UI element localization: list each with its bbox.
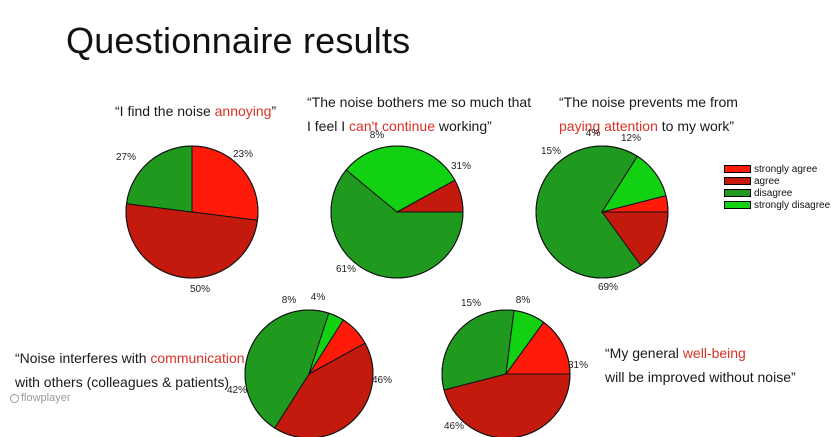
pie-label: 4% [586, 128, 601, 139]
caption-annoying: “I find the noise annoying” [115, 99, 276, 123]
pie-outline [125, 145, 259, 279]
pie-label: 46% [444, 421, 464, 432]
pie-label: 8% [370, 130, 385, 141]
caption-highlight: well-being [682, 345, 746, 361]
pie-label: 61% [336, 264, 356, 275]
caption-line: I feel I can't continue working” [307, 114, 531, 138]
legend-swatch [724, 201, 751, 209]
caption-cant-continue: “The noise bothers me so much that I fee… [307, 90, 531, 138]
legend-label: disagree [754, 187, 793, 199]
legend-label: strongly disagree [754, 199, 831, 211]
pie-label: 8% [516, 295, 531, 306]
flowplayer-watermark: flowplayer [10, 392, 71, 404]
pie-outline [535, 145, 669, 279]
watermark-text: flowplayer [21, 392, 71, 404]
caption-line: will be improved without noise” [605, 369, 796, 385]
legend-swatch [724, 165, 751, 173]
legend-item: strongly agree [724, 163, 830, 175]
pie-label: 31% [451, 161, 471, 172]
pie-chart-2: 8% 61% 31% [330, 130, 471, 279]
pie-slice-disagree [125, 145, 193, 213]
caption-attention: “The noise prevents me from paying atten… [559, 90, 738, 138]
pie-label: 42% [227, 385, 247, 396]
flowplayer-logo-icon [10, 393, 19, 403]
caption-communication: “Noise interferes with communication wit… [15, 346, 245, 394]
pie-label: 15% [541, 146, 561, 157]
slide-title: Questionnaire results [66, 20, 411, 61]
legend-label: strongly agree [754, 163, 818, 175]
pie-label: 31% [568, 360, 588, 371]
caption-line: with others (colleagues & patients) [15, 374, 229, 390]
caption-text: “Noise interferes with [15, 350, 151, 366]
pie-label: 23% [233, 149, 253, 160]
caption-text: “I find the noise [115, 103, 215, 119]
legend: strongly agree agree disagree strongly disa… [724, 163, 830, 211]
caption-text: I feel I [307, 118, 350, 134]
caption-line: “The noise prevents me from [559, 94, 738, 110]
caption-highlight: paying attention [559, 118, 658, 134]
pie-label: 27% [116, 152, 136, 163]
legend-label: agree [754, 175, 780, 187]
legend-item: agree [724, 175, 830, 187]
pie-outline [441, 309, 571, 437]
caption-line: “Noise interferes with communication [15, 346, 245, 370]
caption-text: working” [435, 118, 492, 134]
caption-highlight: communication [150, 350, 245, 366]
pie-chart-1: 27% 50% 23% [116, 145, 259, 295]
caption-text: “My general [605, 345, 683, 361]
pie-chart-3: 4% 15% 69% 12% [535, 128, 669, 293]
pie-outline [244, 309, 374, 437]
caption-text: to my work” [657, 118, 735, 134]
caption-line: “My general well-being [605, 341, 796, 365]
pie-label: 12% [621, 133, 641, 144]
pie-label: 4% [311, 292, 326, 303]
caption-well-being: “My general well-being will be improved … [605, 341, 796, 389]
pie-label: 8% [282, 295, 297, 306]
legend-item: strongly disagree [724, 199, 830, 211]
pie-outline [330, 145, 464, 279]
pie-label: 46% [372, 375, 392, 386]
caption-highlight: annoying [214, 103, 272, 119]
caption-highlight: can't continue [349, 118, 435, 134]
legend-swatch [724, 177, 751, 185]
caption-line: “The noise bothers me so much that [307, 94, 532, 110]
legend-item: disagree [724, 187, 830, 199]
caption-text: ” [271, 103, 277, 119]
legend-swatch [724, 189, 751, 197]
pie-chart-5: 15% 46% 31% 8% [441, 295, 588, 437]
pie-chart-4: 8% 42% 46% 4% [227, 292, 392, 437]
pie-label: 69% [598, 282, 618, 293]
caption-line: paying attention to my work” [559, 114, 738, 138]
pie-label: 15% [461, 298, 481, 309]
pie-label: 50% [190, 284, 210, 295]
